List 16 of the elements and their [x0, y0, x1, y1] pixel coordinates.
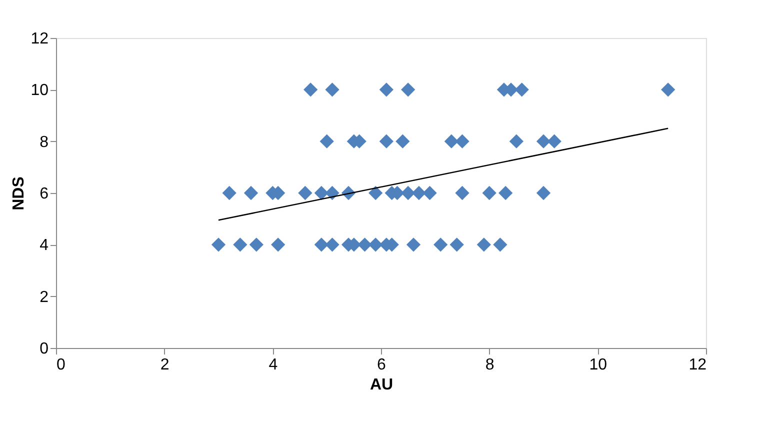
- x-tick-label: 2: [160, 356, 170, 374]
- x-tick-label: 6: [377, 356, 386, 374]
- x-tick-label: 4: [268, 356, 278, 374]
- y-tick-label: 0: [40, 340, 49, 358]
- y-tick-label: 4: [40, 237, 49, 254]
- x-tick-label: 12: [688, 356, 707, 374]
- x-tick-label: 0: [56, 356, 66, 374]
- y-axis-title: NDS: [10, 176, 28, 210]
- x-axis-title: AU: [370, 376, 394, 394]
- y-tick-label: 2: [40, 288, 49, 306]
- x-tick-label: 8: [485, 356, 494, 374]
- y-tick-label: 8: [40, 134, 49, 151]
- y-tick-label: 6: [40, 186, 49, 202]
- y-tick-label: 10: [30, 82, 49, 100]
- x-tick-label: 10: [589, 356, 608, 374]
- y-tick-label: 12: [30, 30, 49, 48]
